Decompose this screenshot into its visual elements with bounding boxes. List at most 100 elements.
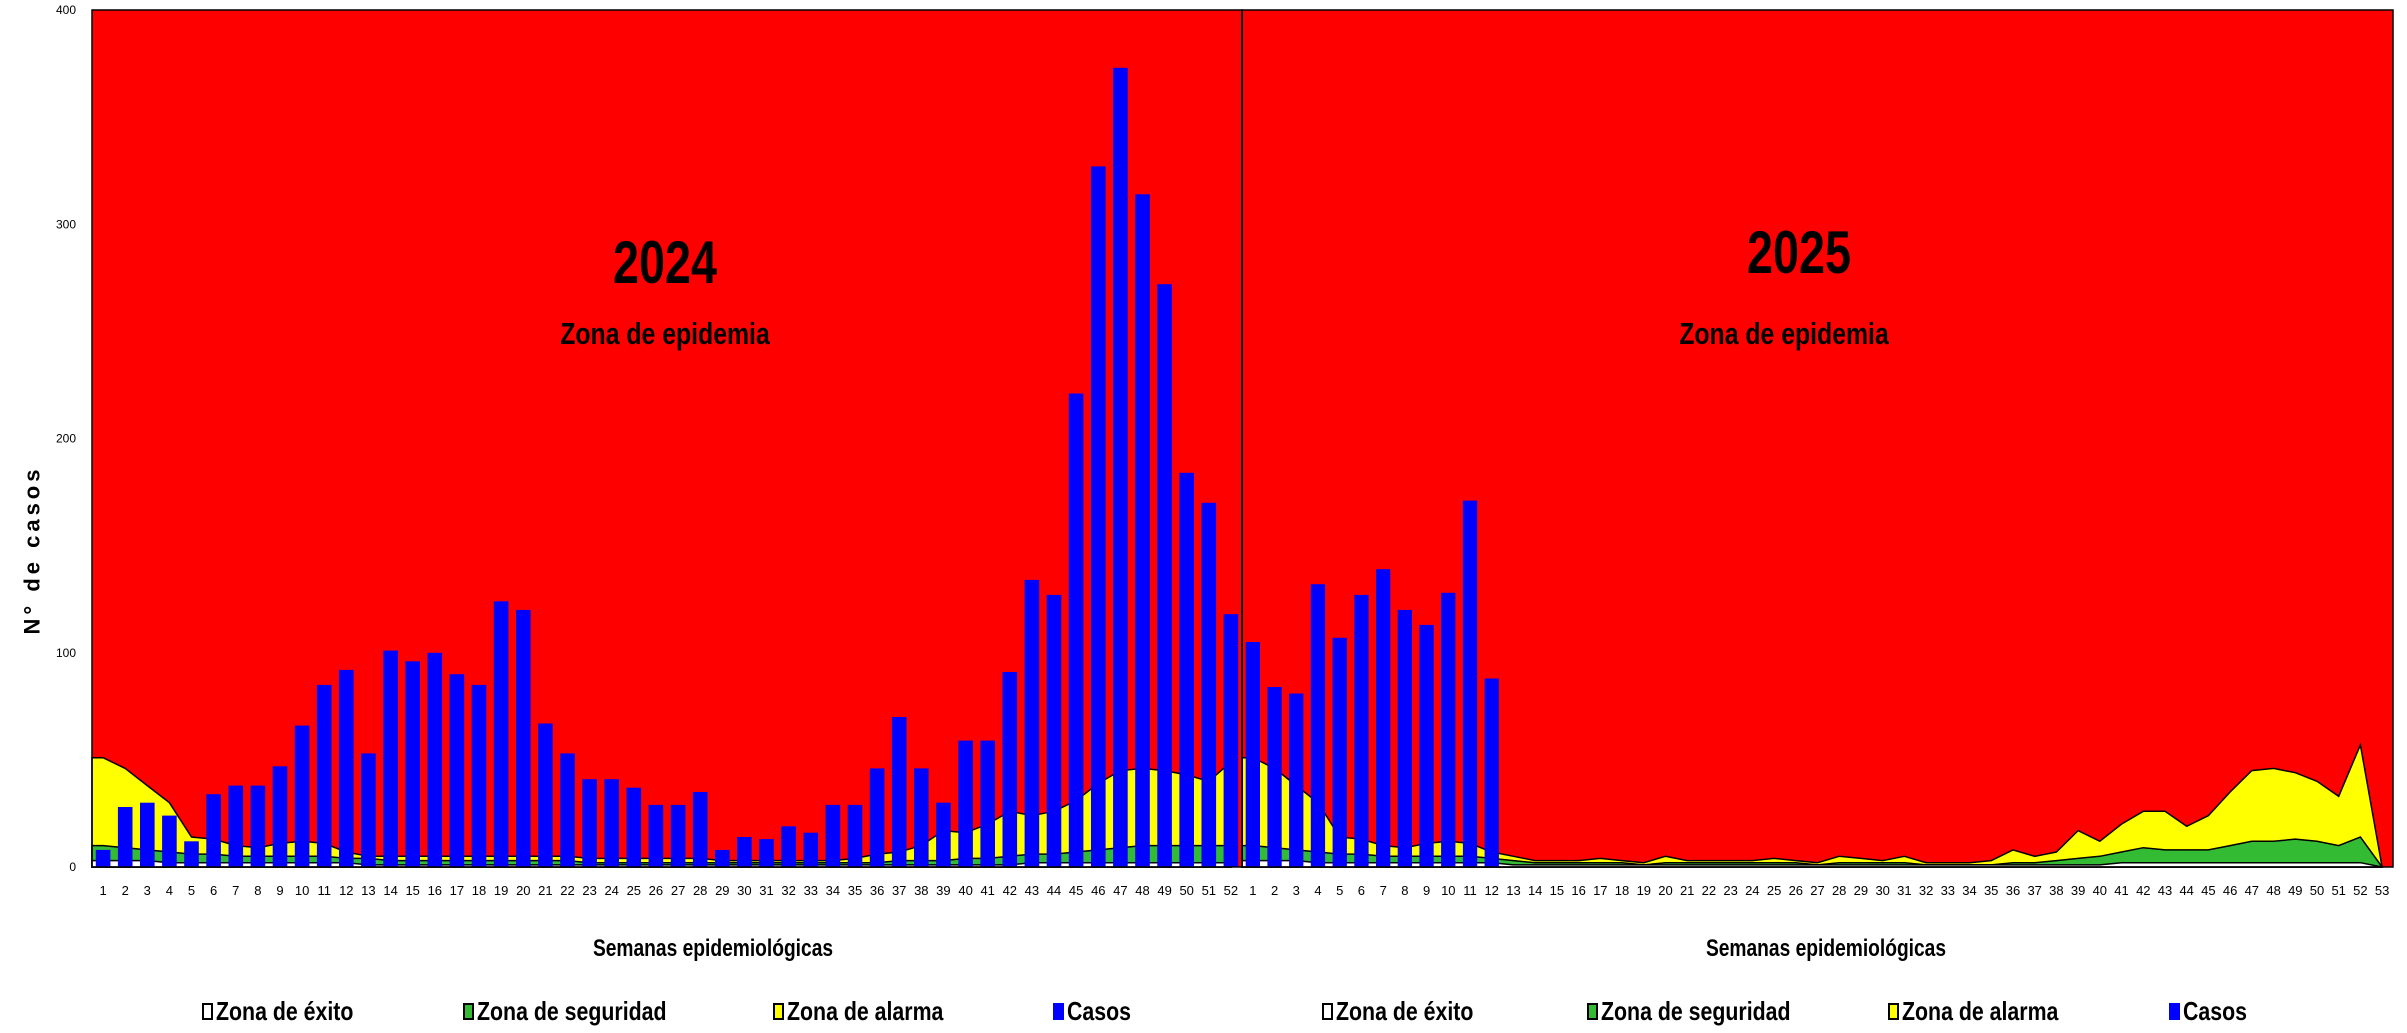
bar-casos-week-24 <box>604 779 619 867</box>
x-tick-label: 41 <box>2114 883 2128 898</box>
bar-casos-week-5 <box>1332 637 1347 867</box>
year-label-2025: 2025 <box>1746 219 1852 286</box>
x-tick-label: 45 <box>1069 883 1083 898</box>
x-tick-label: 14 <box>383 883 397 898</box>
legend-label: Zona de éxito <box>1336 996 1474 1026</box>
legend-swatch <box>1053 1003 1064 1020</box>
bar-casos-week-26 <box>648 804 664 867</box>
x-tick-label: 47 <box>1113 883 1127 898</box>
x-tick-label: 31 <box>759 883 773 898</box>
x-tick-label: 16 <box>1571 883 1585 898</box>
x-axis-label-2025: Semanas epidemiológicas <box>1705 935 1947 962</box>
bar-casos-week-2 <box>1267 687 1282 867</box>
legend-label: Zona de seguridad <box>477 996 667 1026</box>
bar-casos-week-22 <box>560 753 575 867</box>
x-tick-label: 24 <box>1745 883 1759 898</box>
bar-casos-week-23 <box>582 779 597 867</box>
x-tick-label: 7 <box>232 883 239 898</box>
x-tick-label: 1 <box>1249 883 1256 898</box>
x-tick-label: 42 <box>1003 883 1017 898</box>
zone-label-2024: Zona de epidemia <box>560 316 770 351</box>
x-tick-label: 40 <box>2093 883 2107 898</box>
x-tick-label: 32 <box>1919 883 1933 898</box>
bar-casos-week-16 <box>427 652 443 868</box>
x-tick-label: 2 <box>122 883 129 898</box>
legend-item-seguridad-2025: Zona de seguridad <box>1587 996 1832 1027</box>
x-tick-label: 32 <box>781 883 795 898</box>
legend-swatch <box>773 1003 784 1020</box>
x-tick-label: 11 <box>1463 883 1477 898</box>
y-tick-label: 0 <box>69 860 76 874</box>
bar-casos-week-5 <box>184 841 199 867</box>
bar-casos-week-13 <box>361 753 376 867</box>
bar-casos-week-33 <box>803 832 819 867</box>
x-tick-label: 4 <box>166 883 173 898</box>
x-tick-label: 43 <box>2158 883 2172 898</box>
x-tick-label: 51 <box>2331 883 2345 898</box>
bar-casos-week-41 <box>980 740 995 867</box>
x-tick-label: 25 <box>1767 883 1781 898</box>
bar-casos-week-32 <box>781 826 796 867</box>
x-tick-label: 27 <box>1810 883 1824 898</box>
x-tick-label: 1 <box>99 883 106 898</box>
x-tick-label: 34 <box>826 883 840 898</box>
bar-casos-week-44 <box>1046 594 1062 867</box>
x-tick-label: 36 <box>870 883 884 898</box>
x-tick-label: 8 <box>254 883 261 898</box>
y-tick-label: 100 <box>56 646 76 660</box>
bar-casos-week-3 <box>140 802 155 867</box>
legend-label: Zona de seguridad <box>1601 996 1791 1026</box>
x-tick-label: 9 <box>276 883 283 898</box>
legend-item-exito-2024: Zona de éxito <box>202 996 384 1027</box>
legend-label: Casos <box>1067 996 1131 1026</box>
bar-casos-week-34 <box>825 804 841 867</box>
legend-swatch <box>1888 1003 1899 1020</box>
bar-casos-week-27 <box>670 804 686 867</box>
x-tick-label: 19 <box>1637 883 1651 898</box>
x-tick-label: 31 <box>1897 883 1911 898</box>
x-tick-label: 6 <box>210 883 217 898</box>
bar-casos-week-6 <box>206 794 221 867</box>
bar-casos-week-17 <box>449 674 465 867</box>
x-tick-label: 44 <box>2179 883 2193 898</box>
x-tick-label: 52 <box>2353 883 2367 898</box>
x-tick-label: 33 <box>1941 883 1955 898</box>
x-tick-label: 28 <box>1832 883 1846 898</box>
bar-casos-week-37 <box>891 717 907 867</box>
y-tick-label: 200 <box>56 432 76 446</box>
legend-item-alarma-2025: Zona de alarma <box>1888 996 2093 1027</box>
x-tick-label: 17 <box>450 883 464 898</box>
x-tick-label: 24 <box>604 883 618 898</box>
bar-casos-week-15 <box>405 661 420 867</box>
bar-casos-week-49 <box>1157 284 1172 867</box>
x-tick-label: 20 <box>1658 883 1672 898</box>
bar-casos-week-48 <box>1135 194 1150 868</box>
bar-casos-week-20 <box>516 609 531 867</box>
legend-item-exito-2025: Zona de éxito <box>1322 996 1504 1027</box>
bar-casos-week-1 <box>95 849 111 867</box>
bar-casos-week-6 <box>1354 594 1369 867</box>
x-tick-label: 18 <box>1615 883 1629 898</box>
y-axis-label: N° de casos <box>2 440 62 660</box>
bar-casos-week-28 <box>692 792 708 867</box>
bar-casos-week-9 <box>1419 624 1434 867</box>
bar-casos-week-1 <box>1245 642 1260 867</box>
x-tick-label: 36 <box>2006 883 2020 898</box>
x-tick-label: 22 <box>1702 883 1716 898</box>
legend-label: Zona de alarma <box>787 996 944 1026</box>
epidemic-zone-background <box>1242 10 2393 867</box>
bar-casos-week-35 <box>847 804 863 867</box>
bar-casos-week-4 <box>1310 584 1326 867</box>
x-tick-label: 35 <box>1984 883 1998 898</box>
x-tick-label: 21 <box>538 883 552 898</box>
year-label-2024: 2024 <box>612 229 718 296</box>
x-tick-label: 48 <box>1135 883 1149 898</box>
x-tick-label: 7 <box>1380 883 1387 898</box>
x-tick-label: 49 <box>2288 883 2302 898</box>
x-tick-label: 37 <box>2027 883 2041 898</box>
legend-label: Zona de éxito <box>216 996 354 1026</box>
x-tick-label: 51 <box>1202 883 1216 898</box>
x-tick-label: 3 <box>1293 883 1300 898</box>
x-tick-label: 6 <box>1358 883 1365 898</box>
x-tick-label: 52 <box>1224 883 1238 898</box>
